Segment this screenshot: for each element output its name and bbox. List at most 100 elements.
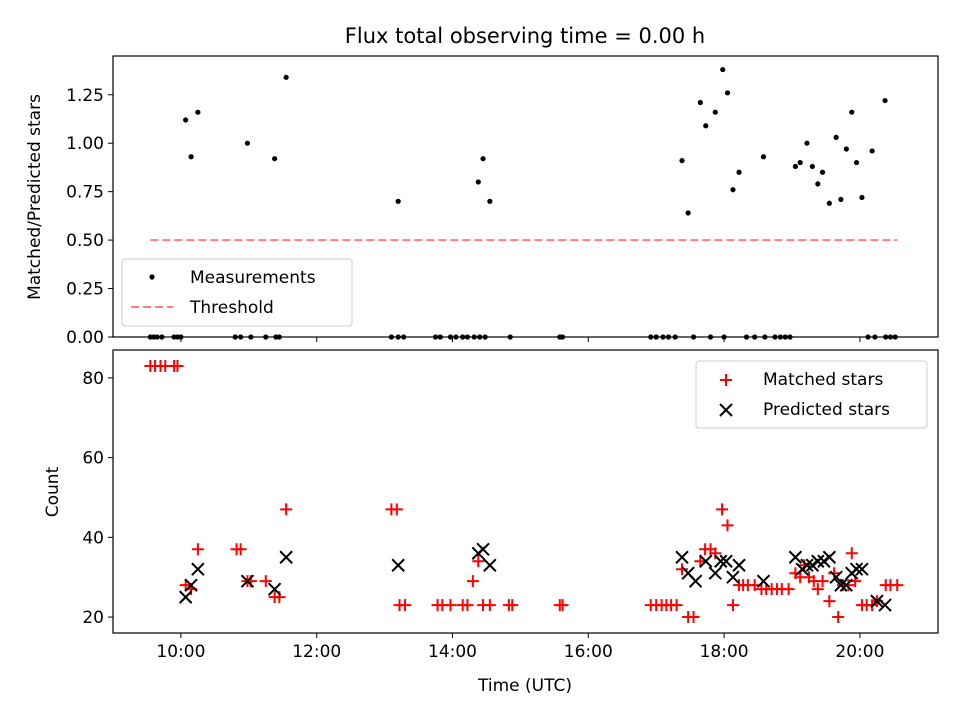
measurement-point <box>772 334 778 340</box>
measurement-point <box>782 334 788 340</box>
matched-stars-point <box>280 503 293 516</box>
measurement-point <box>838 196 844 203</box>
predicted-stars-point <box>811 554 825 568</box>
measurement-point <box>272 156 278 162</box>
measurement-point <box>475 179 481 185</box>
measurement-point <box>487 198 493 204</box>
y-tick-label: 1.00 <box>66 134 104 154</box>
measurement-point <box>395 198 401 204</box>
measurement-point <box>437 334 443 340</box>
predicted-stars-point <box>870 594 884 608</box>
lower-y-ticks: 20 40 60 80 <box>82 369 113 628</box>
predicted-stars-point <box>805 558 820 572</box>
matched-stars-point <box>670 599 683 612</box>
matched-stars-point <box>811 583 824 596</box>
y-tick-label: 20 <box>82 608 104 628</box>
measurement-point <box>183 117 189 123</box>
measurement-point <box>653 334 659 340</box>
matched-stars-point <box>726 599 739 612</box>
predicted-stars-point <box>732 558 746 572</box>
measurement-point <box>685 210 691 216</box>
measurement-point <box>244 140 251 146</box>
matched-stars-point <box>816 575 829 588</box>
predicted-stars-point <box>878 598 892 612</box>
measurement-point <box>276 334 282 340</box>
lower-plot-area: 10:00 12:00 14:00 16:00 18:00 20:00 20406080 … <box>43 349 939 696</box>
measurement-point <box>730 187 736 193</box>
measurement-point <box>843 146 849 152</box>
measurement-point <box>447 334 454 340</box>
x-tick-label: 12:00 <box>292 642 341 662</box>
predicted-stars-point <box>714 554 728 568</box>
matched-stars-point <box>694 555 707 568</box>
predicted-stars-point <box>855 562 869 576</box>
lower-legend-box <box>695 360 928 429</box>
measurement-point <box>809 163 815 170</box>
measurement-point <box>388 334 394 340</box>
predicted-stars-point <box>800 558 814 572</box>
measurement-point <box>797 159 803 166</box>
measurement-point <box>833 134 839 140</box>
measurement-point <box>762 334 768 340</box>
predicted-stars-point <box>708 566 722 580</box>
measurement-point <box>883 334 889 340</box>
measurement-point <box>188 154 194 160</box>
legend-predicted-label: Predicted stars <box>763 400 890 420</box>
upper-plot-area: 0.00 0.25 0.50 0.75 1.00 1.25 Matched/Predict… <box>25 55 939 348</box>
legend-matched-marker <box>720 374 732 386</box>
predicted-stars-point <box>849 562 864 576</box>
matched-stars-point <box>721 519 734 532</box>
measurement-point <box>283 74 289 80</box>
measurement-point <box>159 334 165 340</box>
measurement-point <box>777 334 784 340</box>
measurement-point <box>815 181 821 187</box>
matched-stars-point <box>716 503 729 516</box>
legend-matched-label: Matched stars <box>763 370 883 390</box>
x-axis-label: Time (UTC) <box>477 676 572 696</box>
predicted-stars-point <box>279 550 293 564</box>
measurement-point <box>665 334 672 340</box>
measurement-point <box>819 169 826 175</box>
measurement-point <box>712 109 718 115</box>
measurement-point <box>707 334 714 340</box>
legend-measurements-marker <box>149 274 155 280</box>
measurement-point <box>690 334 697 340</box>
predicted-stars-point <box>476 542 490 557</box>
measurement-point <box>720 66 726 73</box>
x-tick-label: 20:00 <box>835 642 884 662</box>
x-tick-label: 14:00 <box>428 642 477 662</box>
predicted-stars-point <box>191 562 205 576</box>
matched-stars-point <box>687 611 700 624</box>
matched-stars-point <box>828 567 841 580</box>
x-tick-label: 16:00 <box>564 642 613 662</box>
measurement-point <box>672 334 678 340</box>
measurement-point <box>460 334 466 340</box>
measurement-point <box>477 334 483 340</box>
matched-stars-point <box>845 547 858 560</box>
measurement-point <box>154 334 160 340</box>
measurement-point <box>453 334 459 340</box>
measurement-point <box>648 334 654 340</box>
measurement-point <box>507 334 513 340</box>
measurement-point <box>760 154 767 160</box>
matched-stars-point <box>466 575 479 588</box>
matched-stars-point <box>444 599 457 612</box>
measurement-point <box>263 334 269 340</box>
predicted-stars-point <box>756 574 771 588</box>
measurement-point <box>724 90 731 96</box>
measurement-point <box>865 334 871 340</box>
lower-legend: Matched stars Predicted stars <box>695 360 928 429</box>
measurement-point <box>432 334 439 340</box>
y-tick-label: 60 <box>82 449 104 469</box>
upper-legend: Measurements Threshold <box>121 258 353 327</box>
matched-stars-point <box>461 599 474 612</box>
matched-stars-point <box>782 583 795 596</box>
matched-stars-point <box>483 599 496 612</box>
predicted-stars-point <box>675 550 689 564</box>
upper-data-layer <box>147 66 898 340</box>
measurement-point <box>804 140 810 146</box>
measurement-point <box>464 334 471 340</box>
measurement-point <box>859 194 865 201</box>
measurement-point <box>787 334 793 340</box>
